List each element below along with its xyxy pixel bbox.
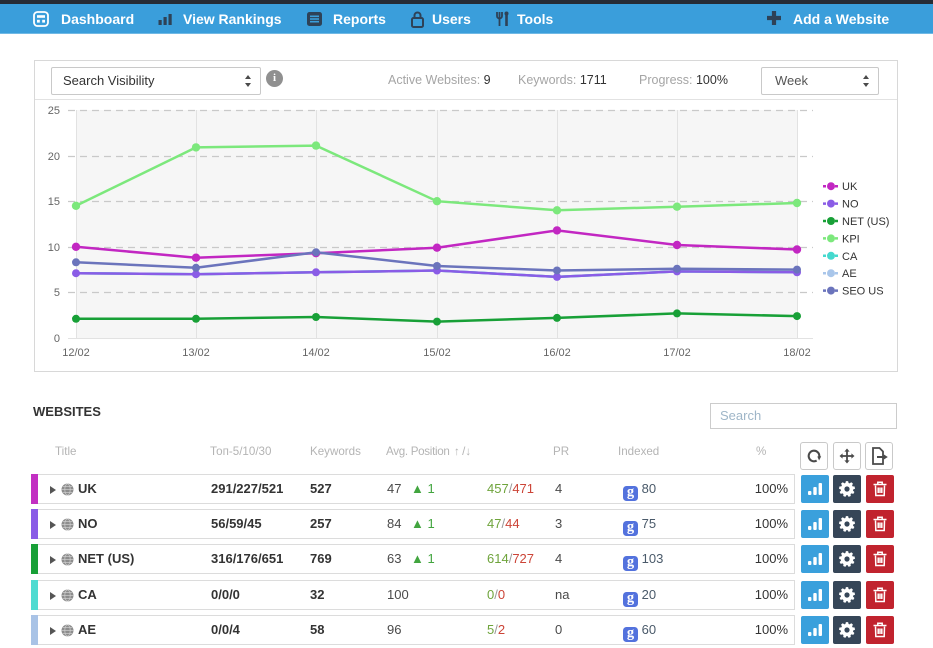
svg-text:25: 25 [48, 105, 60, 117]
svg-text:SEO US: SEO US [842, 286, 884, 298]
svg-text:18/02: 18/02 [783, 347, 811, 359]
svg-text:12/02: 12/02 [62, 347, 90, 359]
svg-text:NET (US): NET (US) [842, 216, 889, 228]
svg-text:NO: NO [842, 199, 859, 211]
svg-text:14/02: 14/02 [302, 347, 330, 359]
svg-text:AE: AE [842, 268, 857, 280]
svg-text:0: 0 [54, 333, 60, 345]
svg-text:17/02: 17/02 [663, 347, 691, 359]
svg-text:KPI: KPI [842, 233, 860, 245]
svg-text:15/02: 15/02 [423, 347, 451, 359]
svg-text:UK: UK [842, 181, 858, 193]
svg-text:10: 10 [48, 242, 60, 254]
svg-text:5: 5 [54, 287, 60, 299]
svg-text:13/02: 13/02 [182, 347, 210, 359]
svg-text:16/02: 16/02 [543, 347, 571, 359]
svg-text:CA: CA [842, 251, 858, 263]
svg-text:15: 15 [48, 196, 60, 208]
svg-text:20: 20 [48, 151, 60, 163]
